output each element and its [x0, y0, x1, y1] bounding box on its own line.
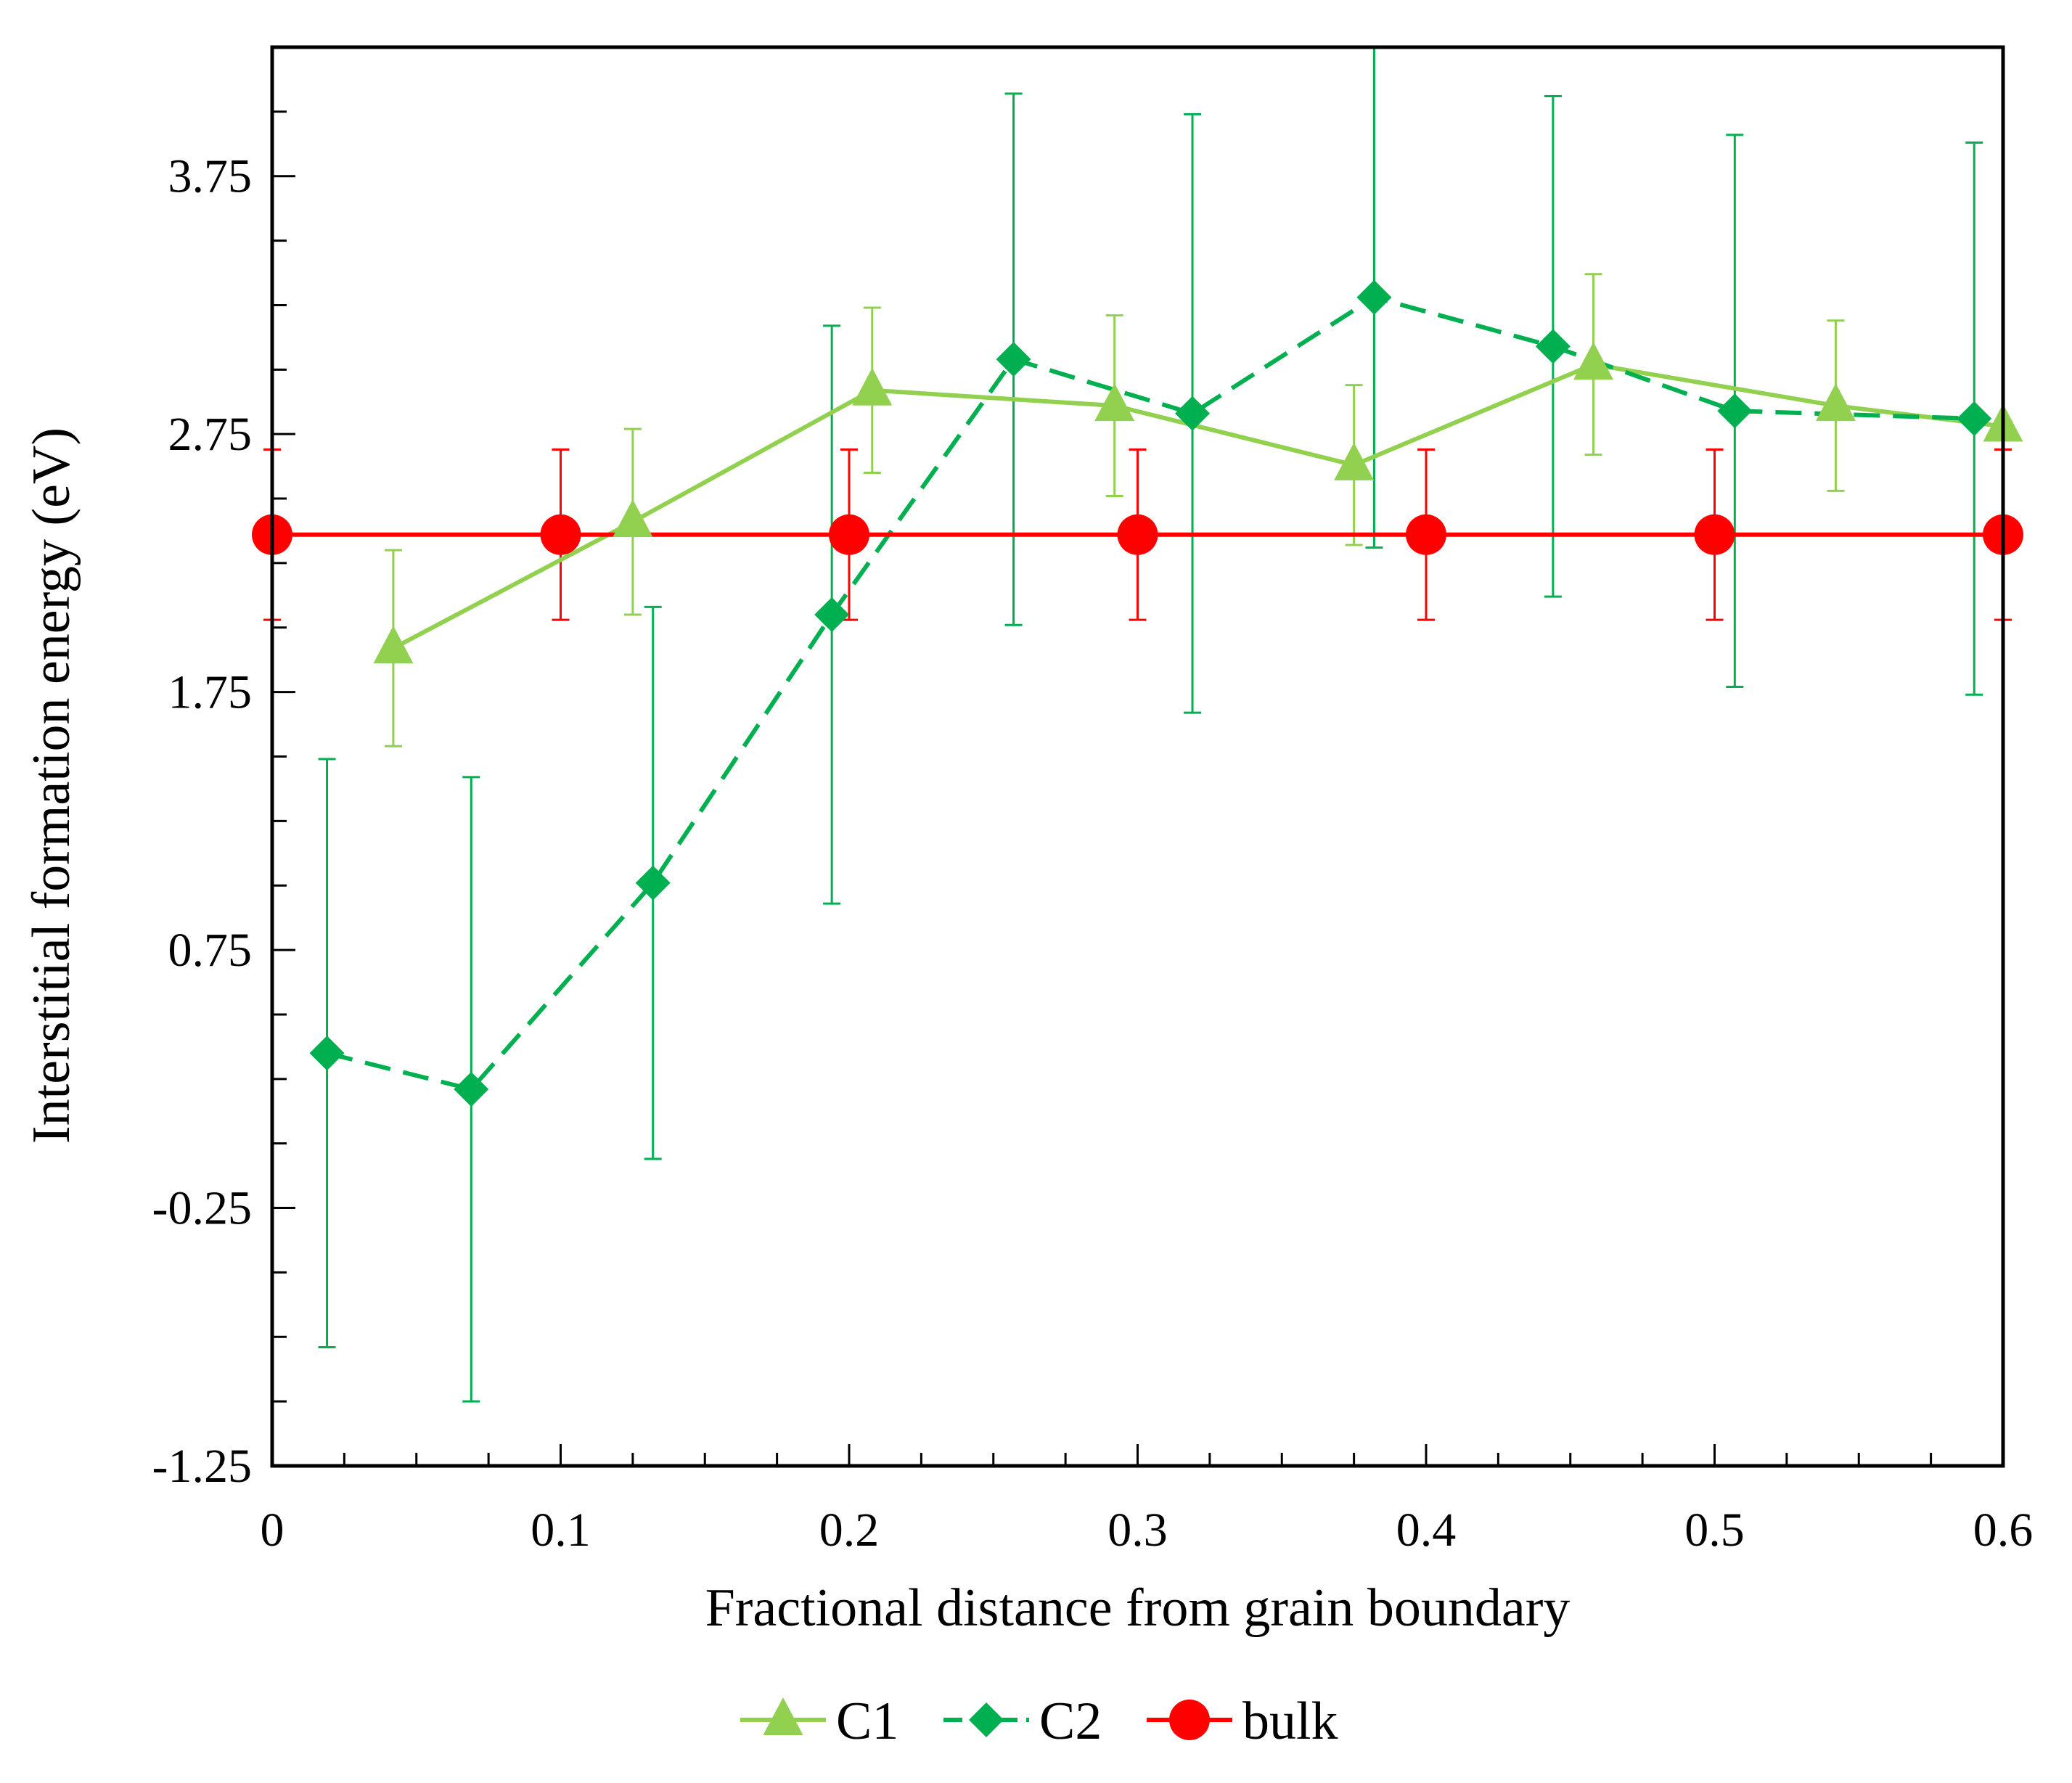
legend-c2-marker — [969, 1702, 1004, 1737]
legend-c2-label: C2 — [1039, 1692, 1102, 1751]
y-tick-label: -1.25 — [152, 1440, 252, 1493]
x-tick-label: 0.6 — [1973, 1504, 2034, 1557]
x-tick-label: 0.1 — [531, 1504, 591, 1557]
bulk-data-point — [1694, 514, 1735, 555]
y-tick-label: -0.25 — [152, 1182, 252, 1235]
c1-data-point — [613, 499, 653, 538]
c1-data-point — [1094, 383, 1135, 422]
x-tick-label: 0 — [261, 1504, 284, 1557]
y-tick-label: 0.75 — [168, 924, 253, 977]
c1-series-line — [392, 362, 2004, 650]
c1-data-point — [373, 626, 414, 664]
legend-c1-label: C1 — [836, 1692, 898, 1751]
bulk-data-point — [540, 514, 581, 555]
legend-bulk-label: bulk — [1242, 1692, 1338, 1751]
y-axis-title: Interstitial formation energy (eV) — [22, 427, 81, 1144]
c2-data-point — [1717, 393, 1753, 429]
x-tick-label: 0.3 — [1107, 1504, 1168, 1557]
c2-data-point — [635, 865, 671, 901]
c1-data-point — [1334, 442, 1375, 480]
c1-data-point — [852, 367, 893, 406]
y-tick-label: 2.75 — [168, 408, 253, 461]
bulk-data-point — [829, 514, 869, 555]
legend-bulk-marker — [1169, 1700, 1210, 1740]
x-tick-label: 0.4 — [1396, 1504, 1457, 1557]
c1-data-point — [1815, 383, 1856, 422]
c2-data-point — [814, 597, 850, 632]
y-tick-label: 3.75 — [168, 150, 253, 203]
y-tick-label: 1.75 — [168, 666, 253, 719]
x-tick-label: 0.5 — [1684, 1504, 1745, 1557]
c2-data-point — [454, 1072, 489, 1107]
x-axis-title: Fractional distance from grain boundary — [705, 1578, 1571, 1638]
c2-data-point — [309, 1036, 345, 1071]
tick-labels-layer: 0 0.1 0.2 0.3 0.4 0.5 0.6 -1.25 -0.25 0.75 1.75 2.7… — [152, 150, 2034, 1557]
bulk-data-point — [1117, 514, 1158, 555]
c2-data-point — [1356, 279, 1392, 315]
c2-data-point — [996, 342, 1031, 377]
markers-layer — [252, 279, 2023, 1107]
legend-c1-marker — [763, 1697, 803, 1735]
axis-ticks-layer — [271, 46, 2005, 1467]
c2-series-line — [326, 295, 1975, 1092]
c2-data-point — [1957, 401, 1992, 436]
error-bars-layer — [263, 46, 2012, 1403]
x-tick-label: 0.2 — [819, 1504, 880, 1557]
bulk-data-point — [1406, 514, 1446, 555]
plot-frame — [270, 45, 2005, 1468]
c1-data-point — [1573, 342, 1614, 380]
c2-data-point — [1175, 395, 1211, 431]
c2-data-point — [1535, 329, 1571, 364]
legend: C1 C2 bulk — [740, 1692, 1338, 1751]
